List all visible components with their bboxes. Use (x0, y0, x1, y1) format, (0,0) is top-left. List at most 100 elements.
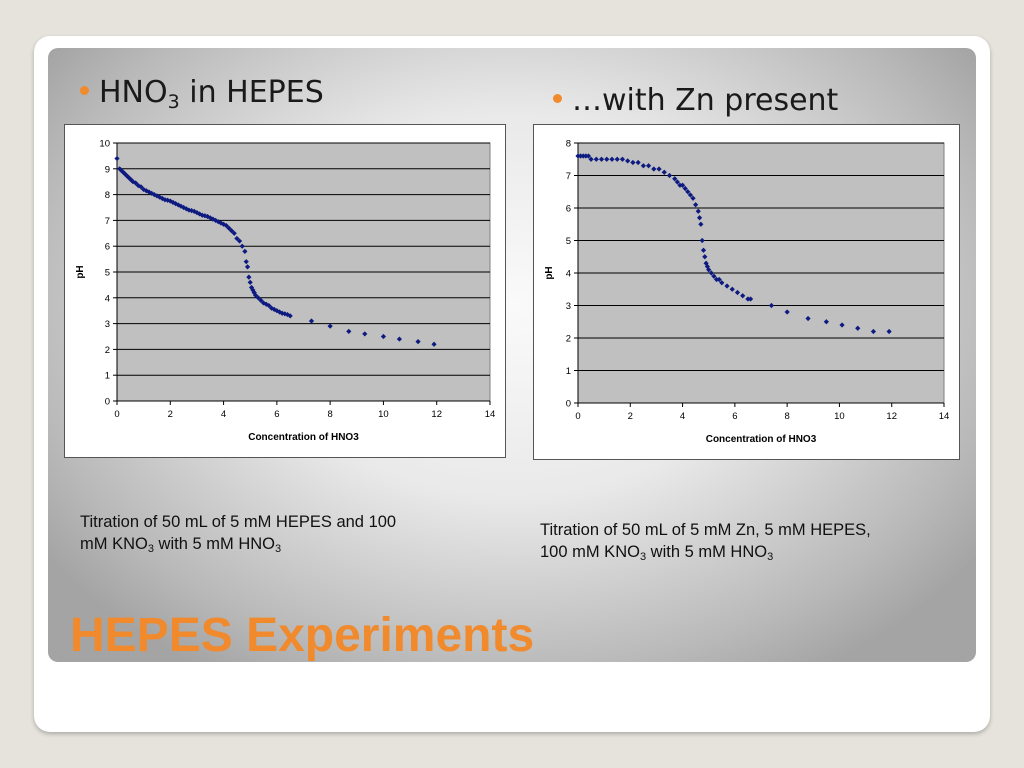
y-tick-label: 3 (105, 319, 110, 330)
y-tick-label: 7 (566, 171, 571, 182)
caption-left: Titration of 50 mL of 5 mM HEPES and 100… (80, 511, 500, 560)
x-tick-label: 6 (732, 411, 737, 422)
data-point (575, 153, 581, 159)
data-point (181, 204, 187, 211)
bullet-left: HNO3 in HEPES (80, 78, 324, 112)
data-point (234, 235, 240, 242)
data-point (839, 322, 845, 328)
data-point (284, 311, 291, 318)
data-point (823, 319, 829, 325)
data-point (734, 289, 741, 296)
caption-right-part: with 5 mM HNO (646, 543, 768, 561)
bullet-right: …with Zn present (553, 86, 838, 116)
data-point (719, 280, 725, 286)
x-tick-label: 10 (378, 409, 389, 420)
bullet-left-sub: 3 (167, 91, 180, 113)
data-point (635, 159, 641, 166)
y-tick-label: 8 (105, 190, 110, 201)
data-point (724, 283, 730, 289)
x-tick-label: 8 (784, 411, 789, 422)
data-point (747, 296, 754, 302)
data-point (729, 286, 735, 292)
data-point (672, 176, 678, 182)
caption-left-line1: Titration of 50 mL of 5 mM HEPES and 100 (80, 513, 397, 531)
data-point (123, 172, 129, 178)
caption-right-part: 100 mM KNO (540, 543, 640, 561)
data-point (604, 156, 610, 162)
chart-right-frame: 0 1 2 3 4 5 6 7 8 0 2 4 6 8 10 12 14 Concentration of HNO… (533, 124, 960, 460)
data-point (268, 305, 275, 311)
y-tick-label: 6 (105, 242, 110, 253)
data-point (855, 325, 861, 331)
data-point (578, 153, 584, 159)
data-point (308, 318, 315, 324)
x-tick-label: 4 (221, 409, 226, 420)
y-tick-label: 6 (566, 204, 571, 215)
y-axis-label: pH (544, 266, 555, 279)
x-axis-label: Concentration of HNO3 (706, 434, 817, 445)
y-tick-label: 5 (566, 236, 571, 247)
data-point (598, 156, 605, 162)
data-point (740, 293, 746, 299)
caption-right-line1: Titration of 50 mL of 5 mM Zn, 5 mM HEPE… (540, 521, 871, 539)
y-tick-label: 7 (105, 216, 110, 227)
data-point (711, 273, 717, 279)
data-point (870, 328, 877, 335)
data-point (666, 172, 673, 179)
slide-title: HEPES Experiments (70, 609, 535, 662)
data-point (204, 213, 211, 220)
data-point (133, 180, 139, 186)
caption-right: Titration of 50 mL of 5 mM Zn, 5 mM HEPE… (540, 519, 960, 568)
data-point (768, 302, 775, 309)
x-axis-label: Concentration of HNO3 (248, 432, 359, 443)
data-point (708, 270, 714, 276)
caption-left-line2: mM KNO3 with 5 mM HNO3 (80, 533, 500, 560)
bullet-dot-icon (553, 94, 562, 103)
data-point (173, 201, 179, 207)
data-point (138, 184, 144, 190)
x-tick-label: 0 (114, 409, 119, 420)
data-point (745, 296, 751, 302)
data-point (431, 341, 437, 347)
y-tick-label: 3 (566, 301, 571, 312)
y-tick-label: 5 (105, 268, 110, 279)
caption-right-line2: 100 mM KNO3 with 5 mM HNO3 (540, 541, 960, 568)
bullet-dot-icon (80, 86, 89, 95)
bullet-left-post: in HEPES (179, 75, 324, 110)
data-point (327, 323, 333, 329)
data-point (250, 287, 256, 293)
x-tick-label: 2 (168, 409, 173, 420)
caption-right-sub: 3 (639, 551, 647, 563)
chart-left-frame: 0 1 2 3 4 5 6 7 8 9 10 0 2 4 6 8 10 12 14 Concentration of … (64, 124, 506, 458)
x-tick-label: 10 (834, 411, 845, 422)
y-tick-label: 1 (105, 371, 110, 382)
y-tick-label: 0 (105, 397, 110, 408)
data-point (228, 228, 235, 234)
caption-left-sub: 3 (274, 543, 282, 555)
y-tick-label: 2 (105, 345, 110, 356)
data-point (656, 166, 662, 172)
x-tick-label: 12 (886, 411, 897, 422)
caption-left-part: mM KNO (80, 535, 148, 553)
data-point (236, 238, 243, 244)
data-point (165, 197, 171, 203)
data-point (255, 295, 261, 301)
data-point (130, 179, 136, 185)
y-tick-label: 9 (105, 164, 110, 175)
data-point (700, 247, 707, 253)
data-point (121, 170, 127, 176)
data-point (886, 328, 892, 335)
data-point (713, 276, 720, 283)
data-point (243, 259, 249, 265)
data-point (231, 230, 237, 236)
data-point (695, 208, 701, 214)
data-point (706, 267, 712, 273)
data-point (703, 260, 709, 266)
y-tick-label: 4 (105, 293, 110, 304)
x-tick-label: 14 (485, 409, 496, 420)
data-point (276, 309, 283, 315)
data-point (114, 155, 120, 162)
data-point (784, 309, 790, 315)
